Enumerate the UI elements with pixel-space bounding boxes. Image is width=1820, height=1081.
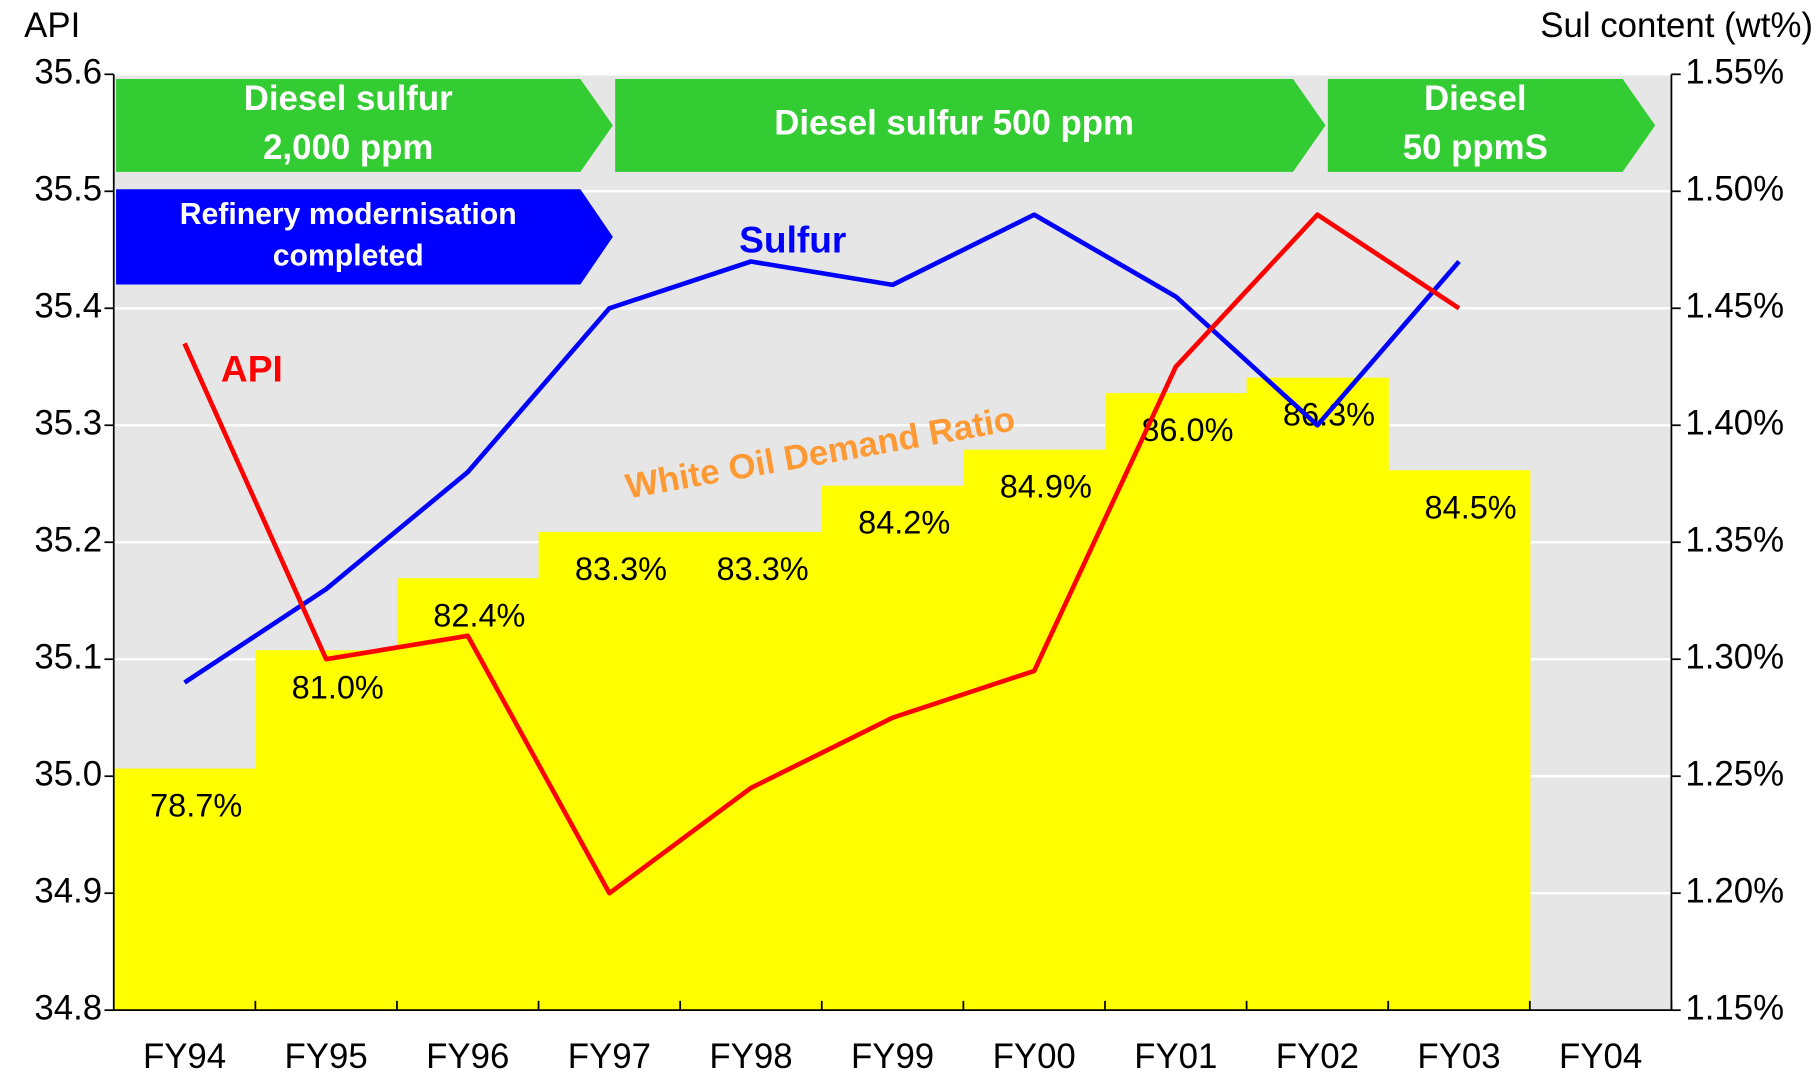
banner-arrow	[1327, 78, 1656, 172]
y-tick-label: 35.6	[34, 53, 102, 92]
banner-arrow	[116, 189, 613, 285]
ratio-bar	[821, 485, 964, 1011]
y-tick-label: 35.0	[34, 754, 102, 793]
ratio-bar	[680, 531, 823, 1011]
y-axis-label: API	[24, 6, 80, 45]
y2-tick-label: 1.50%	[1685, 169, 1784, 208]
x-tick-label: FY03	[1417, 1037, 1500, 1076]
y2-axis-label: Sul content (wt%)	[1540, 6, 1813, 45]
ratio-bar	[538, 531, 681, 1011]
banner-arrow	[615, 78, 1326, 172]
y2-tick-label: 1.30%	[1685, 637, 1784, 676]
banner-text: 2,000 ppm	[263, 128, 433, 167]
x-tick-label: FY97	[568, 1037, 651, 1076]
y-tick-label: 35.4	[34, 286, 102, 325]
y2-tick-label: 1.15%	[1685, 988, 1784, 1027]
banner-text: 50 ppmS	[1403, 128, 1548, 167]
y2-tick-label: 1.25%	[1685, 754, 1784, 793]
y2-tick-label: 1.20%	[1685, 871, 1784, 910]
x-tick-label: FY98	[709, 1037, 792, 1076]
x-tick-label: FY95	[285, 1037, 368, 1076]
x-tick-label: FY94	[143, 1037, 226, 1076]
x-tick-label: FY01	[1134, 1037, 1217, 1076]
value-label: 83.3%	[575, 551, 667, 587]
banner-arrow	[116, 78, 613, 172]
y2-tick-label: 1.55%	[1685, 53, 1784, 92]
value-label: 86.0%	[1141, 412, 1233, 448]
banner-text: Refinery modernisation	[180, 198, 517, 231]
x-tick-label: FY96	[426, 1037, 509, 1076]
x-tick-label: FY00	[993, 1037, 1076, 1076]
value-label: 84.9%	[1000, 469, 1092, 505]
banner-text: Diesel sulfur	[244, 79, 453, 118]
ratio-bar	[255, 650, 398, 1011]
ratio-bar	[396, 578, 540, 1011]
value-label: 84.2%	[858, 505, 950, 541]
series-label: Sulfur	[739, 218, 846, 260]
series-label: API	[221, 347, 283, 389]
ratio-bar	[113, 768, 256, 1011]
ratio-bar	[1388, 470, 1531, 1011]
value-label: 84.5%	[1425, 489, 1517, 525]
line-sulfur	[183, 212, 1461, 685]
y2-tick-label: 1.35%	[1685, 520, 1784, 559]
ratio-bar	[1246, 377, 1389, 1011]
line-api	[182, 212, 1461, 896]
value-label: 82.4%	[433, 597, 525, 633]
ratio-bar	[963, 449, 1106, 1011]
x-tick-label: FY04	[1559, 1037, 1642, 1076]
x-tick-label: FY02	[1276, 1037, 1359, 1076]
x-tick-label: FY99	[851, 1037, 934, 1076]
value-label: 83.3%	[717, 551, 809, 587]
banner-text: Diesel sulfur 500 ppm	[774, 104, 1134, 143]
value-label: 81.0%	[292, 669, 384, 705]
value-label: 78.7%	[150, 788, 242, 824]
banner-text: Diesel	[1424, 79, 1527, 118]
y-tick-label: 35.1	[34, 637, 102, 676]
y-tick-label: 35.2	[34, 520, 102, 559]
y-tick-label: 34.9	[34, 871, 102, 910]
y-tick-label: 34.8	[34, 988, 102, 1027]
y-tick-label: 35.5	[34, 169, 102, 208]
ratio-bar	[1105, 393, 1248, 1011]
y2-tick-label: 1.45%	[1685, 286, 1784, 325]
y-tick-label: 35.3	[34, 403, 102, 442]
y2-tick-label: 1.40%	[1685, 403, 1784, 442]
banner-text: completed	[273, 240, 424, 273]
